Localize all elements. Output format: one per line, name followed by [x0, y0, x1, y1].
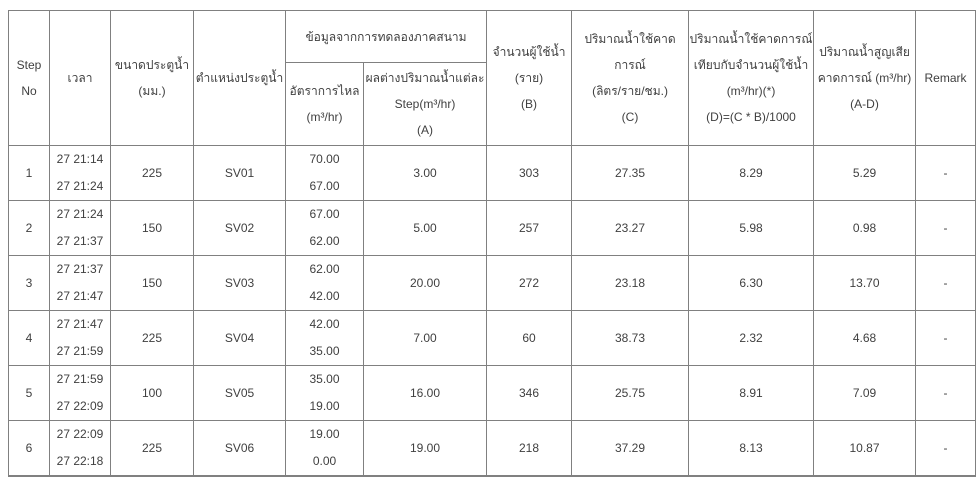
- cell-valve-position: SV03: [193, 255, 286, 311]
- cell-time: 27 21:37 27 21:47: [49, 255, 111, 311]
- cell-usage-per-user: 25.75: [571, 365, 690, 421]
- cell-time: 27 22:09 27 22:18: [49, 420, 111, 477]
- cell-remark: -: [915, 255, 977, 311]
- header-step-no: Step No: [8, 10, 50, 146]
- cell-valve-position: SV02: [193, 200, 286, 256]
- cell-predicted-usage: 8.29: [688, 145, 815, 201]
- step-test-table: Step No เวลา ขนาดประตูน้ำ (มม.) ตำแหน่งป…: [8, 10, 977, 477]
- cell-flow-rate: 62.00 42.00: [285, 255, 364, 311]
- cell-users: 218: [486, 420, 573, 477]
- header-flow-rate: อัตราการไหล (m³/hr): [285, 62, 364, 146]
- cell-remark: -: [915, 145, 977, 201]
- cell-step-diff: 7.00: [362, 310, 488, 366]
- cell-flow-rate: 42.00 35.00: [285, 310, 364, 366]
- header-remark: Remark: [915, 10, 977, 146]
- cell-flow-rate: 70.00 67.00: [285, 145, 364, 201]
- cell-predicted-usage: 6.30: [688, 255, 815, 311]
- header-predicted-usage-total: ปริมาณน้ำใช้คาดการณ์ เทียบกับจำนวนผู้ใช้…: [688, 10, 815, 146]
- cell-step-no: 3: [8, 255, 50, 311]
- cell-usage-per-user: 23.27: [571, 200, 690, 256]
- cell-remark: -: [915, 310, 977, 366]
- cell-valve-size: 150: [110, 200, 194, 256]
- cell-step-diff: 5.00: [362, 200, 488, 256]
- cell-users: 272: [486, 255, 573, 311]
- cell-time: 27 21:14 27 21:24: [49, 145, 111, 201]
- cell-remark: -: [915, 365, 977, 421]
- table-row: 2 27 21:24 27 21:37 150 SV02 67.00 62.00…: [8, 200, 977, 256]
- cell-users: 346: [486, 365, 573, 421]
- cell-step-diff: 16.00: [362, 365, 488, 421]
- cell-time: 27 21:47 27 21:59: [49, 310, 111, 366]
- cell-valve-size: 225: [110, 310, 194, 366]
- cell-step-no: 4: [8, 310, 50, 366]
- cell-remark: -: [915, 420, 977, 477]
- cell-users: 60: [486, 310, 573, 366]
- cell-step-diff: 19.00: [362, 420, 488, 477]
- cell-valve-size: 100: [110, 365, 194, 421]
- cell-valve-position: SV04: [193, 310, 286, 366]
- table-row: 5 27 21:59 27 22:09 100 SV05 35.00 19.00…: [8, 365, 977, 421]
- table-row: 4 27 21:47 27 21:59 225 SV04 42.00 35.00…: [8, 310, 977, 366]
- header-valve-size: ขนาดประตูน้ำ (มม.): [110, 10, 194, 146]
- cell-valve-position: SV01: [193, 145, 286, 201]
- cell-loss: 7.09: [813, 365, 917, 421]
- table-header: Step No เวลา ขนาดประตูน้ำ (มม.) ตำแหน่งป…: [8, 10, 977, 146]
- table-row: 3 27 21:37 27 21:47 150 SV03 62.00 42.00…: [8, 255, 977, 311]
- cell-step-no: 2: [8, 200, 50, 256]
- cell-predicted-usage: 8.91: [688, 365, 815, 421]
- cell-valve-size: 150: [110, 255, 194, 311]
- header-field-test-group: ข้อมูลจากการทดลองภาคสนาม: [284, 10, 488, 63]
- cell-loss: 13.70: [813, 255, 917, 311]
- table-row: 6 27 22:09 27 22:18 225 SV06 19.00 0.00 …: [8, 420, 977, 477]
- cell-valve-size: 225: [110, 145, 194, 201]
- cell-time: 27 21:24 27 21:37: [49, 200, 111, 256]
- cell-step-diff: 3.00: [362, 145, 488, 201]
- header-step-diff: ผลต่างปริมาณน้ำแต่ละ Step(m³/hr) (A): [362, 62, 488, 146]
- cell-time: 27 21:59 27 22:09: [49, 365, 111, 421]
- cell-valve-position: SV06: [193, 420, 286, 477]
- table-row: 1 27 21:14 27 21:24 225 SV01 70.00 67.00…: [8, 145, 977, 201]
- cell-step-no: 1: [8, 145, 50, 201]
- cell-usage-per-user: 23.18: [571, 255, 690, 311]
- cell-step-no: 5: [8, 365, 50, 421]
- cell-flow-rate: 67.00 62.00: [285, 200, 364, 256]
- cell-predicted-usage: 2.32: [688, 310, 815, 366]
- cell-step-no: 6: [8, 420, 50, 477]
- cell-predicted-usage: 5.98: [688, 200, 815, 256]
- cell-valve-size: 225: [110, 420, 194, 477]
- header-valve-position: ตำแหน่งประตูน้ำ: [193, 10, 286, 146]
- header-time: เวลา: [49, 10, 111, 146]
- cell-valve-position: SV05: [193, 365, 286, 421]
- cell-usage-per-user: 38.73: [571, 310, 690, 366]
- cell-predicted-usage: 8.13: [688, 420, 815, 477]
- cell-loss: 5.29: [813, 145, 917, 201]
- cell-loss: 10.87: [813, 420, 917, 477]
- header-predicted-loss: ปริมาณน้ำสูญเสีย คาดการณ์ (m³/hr) (A-D): [813, 10, 917, 146]
- header-predicted-usage-per-user: ปริมาณน้ำใช้คาดการณ์ (ลิตร/ราย/ชม.) (C): [571, 10, 690, 146]
- cell-usage-per-user: 37.29: [571, 420, 690, 477]
- table-body: 1 27 21:14 27 21:24 225 SV01 70.00 67.00…: [8, 145, 977, 477]
- header-users: จำนวนผู้ใช้น้ำ (ราย) (B): [486, 10, 573, 146]
- cell-flow-rate: 35.00 19.00: [285, 365, 364, 421]
- cell-step-diff: 20.00: [362, 255, 488, 311]
- cell-users: 257: [486, 200, 573, 256]
- cell-flow-rate: 19.00 0.00: [285, 420, 364, 477]
- cell-usage-per-user: 27.35: [571, 145, 690, 201]
- cell-remark: -: [915, 200, 977, 256]
- cell-users: 303: [486, 145, 573, 201]
- cell-loss: 0.98: [813, 200, 917, 256]
- cell-loss: 4.68: [813, 310, 917, 366]
